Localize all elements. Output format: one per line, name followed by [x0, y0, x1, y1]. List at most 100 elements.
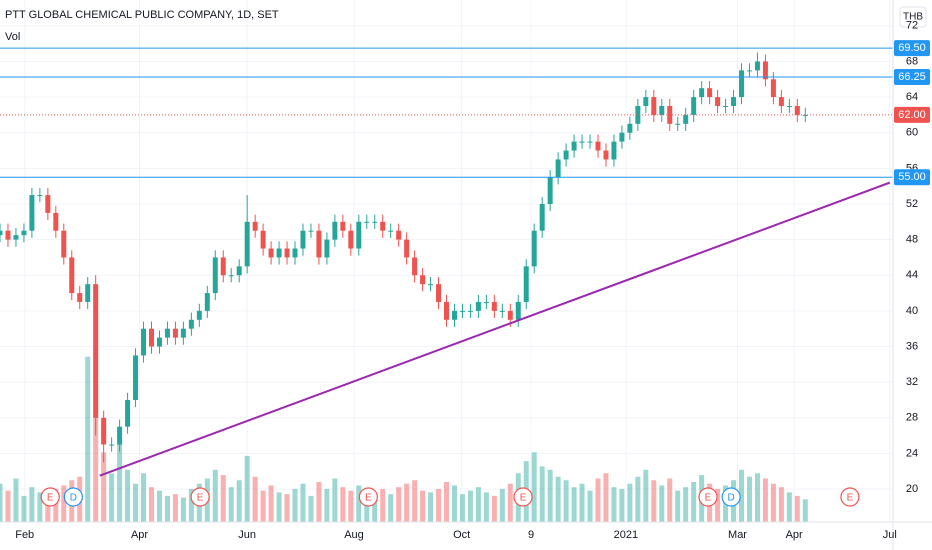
candle-body: [579, 141, 585, 143]
volume-bar: [172, 494, 178, 522]
volume-bar: [37, 492, 43, 522]
volume-bar: [467, 490, 473, 522]
candle-body: [220, 257, 226, 276]
volume-bar: [739, 469, 745, 522]
candle-body: [603, 150, 609, 160]
y-tick-label: 24: [906, 447, 918, 459]
event-marker[interactable]: [698, 487, 718, 507]
candle-body: [69, 257, 75, 294]
trendline: [99, 181, 891, 477]
event-marker[interactable]: [190, 487, 210, 507]
volume-bar: [475, 487, 481, 522]
volume-bar: [5, 490, 11, 522]
candle-body: [539, 203, 545, 231]
candle-body: [715, 97, 721, 107]
volume-bar: [659, 485, 665, 522]
volume-bar: [619, 488, 625, 522]
candle-body: [45, 195, 51, 213]
volume-bar: [21, 495, 27, 522]
volume-bar: [340, 487, 346, 522]
volume-bar: [284, 494, 290, 522]
y-tick-label: 44: [906, 269, 918, 281]
volume-bar: [715, 488, 721, 522]
volume-bar: [491, 495, 497, 522]
volume-bar: [109, 473, 115, 522]
volume-bar: [141, 473, 147, 522]
price-label-box: [894, 169, 930, 186]
event-label: E: [847, 493, 854, 504]
y-tick-label: 40: [906, 305, 918, 317]
candle-body: [778, 97, 784, 107]
volume-bar: [125, 469, 131, 522]
volume-bar: [300, 483, 306, 522]
volume-bar: [348, 490, 354, 522]
volume-bar: [316, 481, 322, 522]
candle-body: [133, 355, 139, 400]
volume-bar: [483, 492, 489, 522]
event-marker[interactable]: [40, 487, 60, 507]
volume-bar: [380, 488, 386, 522]
event-label: E: [47, 493, 54, 504]
currency-label[interactable]: THB: [903, 12, 923, 23]
candle-body: [37, 195, 43, 197]
price-label: 66.25: [898, 71, 926, 83]
candle-body: [332, 221, 338, 240]
candle-body: [117, 426, 123, 445]
candle-body: [786, 106, 792, 108]
candle-body: [412, 257, 418, 276]
volume-bar: [276, 492, 282, 522]
price-label: 62.00: [898, 109, 926, 121]
event-marker[interactable]: [513, 487, 533, 507]
currency-box[interactable]: [899, 6, 927, 28]
event-label: D: [70, 493, 77, 504]
candle-body: [404, 239, 410, 258]
volume-bar: [188, 488, 194, 522]
candle-body: [802, 114, 808, 116]
candle-body: [691, 97, 697, 115]
volume-bar: [691, 481, 697, 522]
candle-body: [61, 230, 67, 258]
chart-title: PTT GLOBAL CHEMICAL PUBLIC COMPANY, 1D, …: [5, 9, 279, 21]
candle-body: [284, 248, 290, 258]
candle-body: [252, 221, 258, 231]
volume-bar: [627, 483, 633, 522]
candle-body: [364, 221, 370, 223]
candle-body: [483, 301, 489, 303]
volume-bar: [802, 499, 808, 522]
volume-bar: [778, 487, 784, 522]
y-tick-label: 28: [906, 412, 918, 424]
candle-body: [244, 221, 250, 267]
event-marker[interactable]: [63, 487, 83, 507]
candle-body: [619, 132, 625, 142]
volume-bar: [611, 487, 617, 522]
candle-body: [212, 257, 218, 294]
event-marker[interactable]: [358, 487, 378, 507]
event-marker[interactable]: [840, 487, 860, 507]
event-label: E: [365, 493, 372, 504]
volume-bar: [133, 483, 139, 522]
volume-bar: [595, 478, 601, 522]
x-tick-label: Aug: [344, 529, 364, 541]
candle-body: [595, 141, 601, 151]
volume-bar: [675, 490, 681, 522]
volume-bar: [579, 483, 585, 522]
volume-bar: [260, 490, 266, 522]
volume-bar: [587, 490, 593, 522]
y-tick-label: 60: [906, 127, 918, 139]
y-tick-label: 48: [906, 234, 918, 246]
volume-bar: [156, 490, 162, 522]
volume-bar: [244, 455, 250, 522]
volume-bar: [563, 480, 569, 522]
volume-bar: [117, 443, 123, 522]
volume-bar: [13, 478, 19, 522]
candle-body: [683, 114, 689, 124]
volume-bar: [547, 469, 553, 522]
volume-bar: [372, 495, 378, 522]
candle-body: [451, 310, 457, 320]
volume-bar: [539, 466, 545, 522]
event-marker[interactable]: [721, 487, 741, 507]
candle-body: [172, 328, 178, 338]
candle-body: [770, 79, 776, 98]
candle-body: [372, 221, 378, 223]
candle-body: [196, 310, 202, 320]
